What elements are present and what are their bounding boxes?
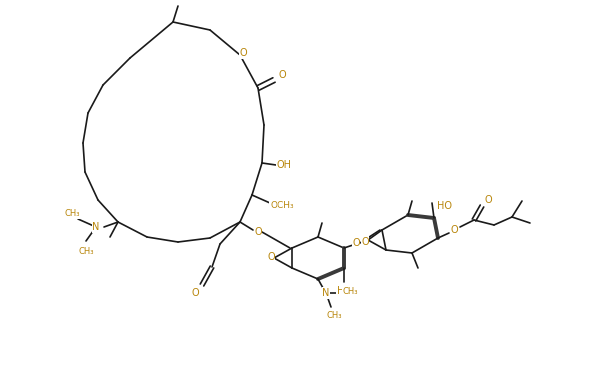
Text: O: O [254,227,262,237]
Text: O: O [267,252,275,262]
Text: N: N [93,222,100,232]
Text: OH: OH [276,160,292,170]
Text: O: O [361,237,369,247]
Text: CH₃: CH₃ [64,209,80,218]
Text: CH₃: CH₃ [326,310,342,320]
Text: O: O [450,225,458,235]
Text: HO: HO [337,286,351,296]
Text: O: O [239,48,247,58]
Text: CH₃: CH₃ [78,247,94,255]
Text: N: N [322,288,330,298]
Text: O: O [352,238,360,248]
Text: OCH₃: OCH₃ [270,201,294,209]
Text: O: O [484,195,492,205]
Text: HO: HO [436,201,452,211]
Text: O: O [191,288,199,298]
Text: CH₃: CH₃ [342,287,358,296]
Text: O: O [278,70,286,80]
